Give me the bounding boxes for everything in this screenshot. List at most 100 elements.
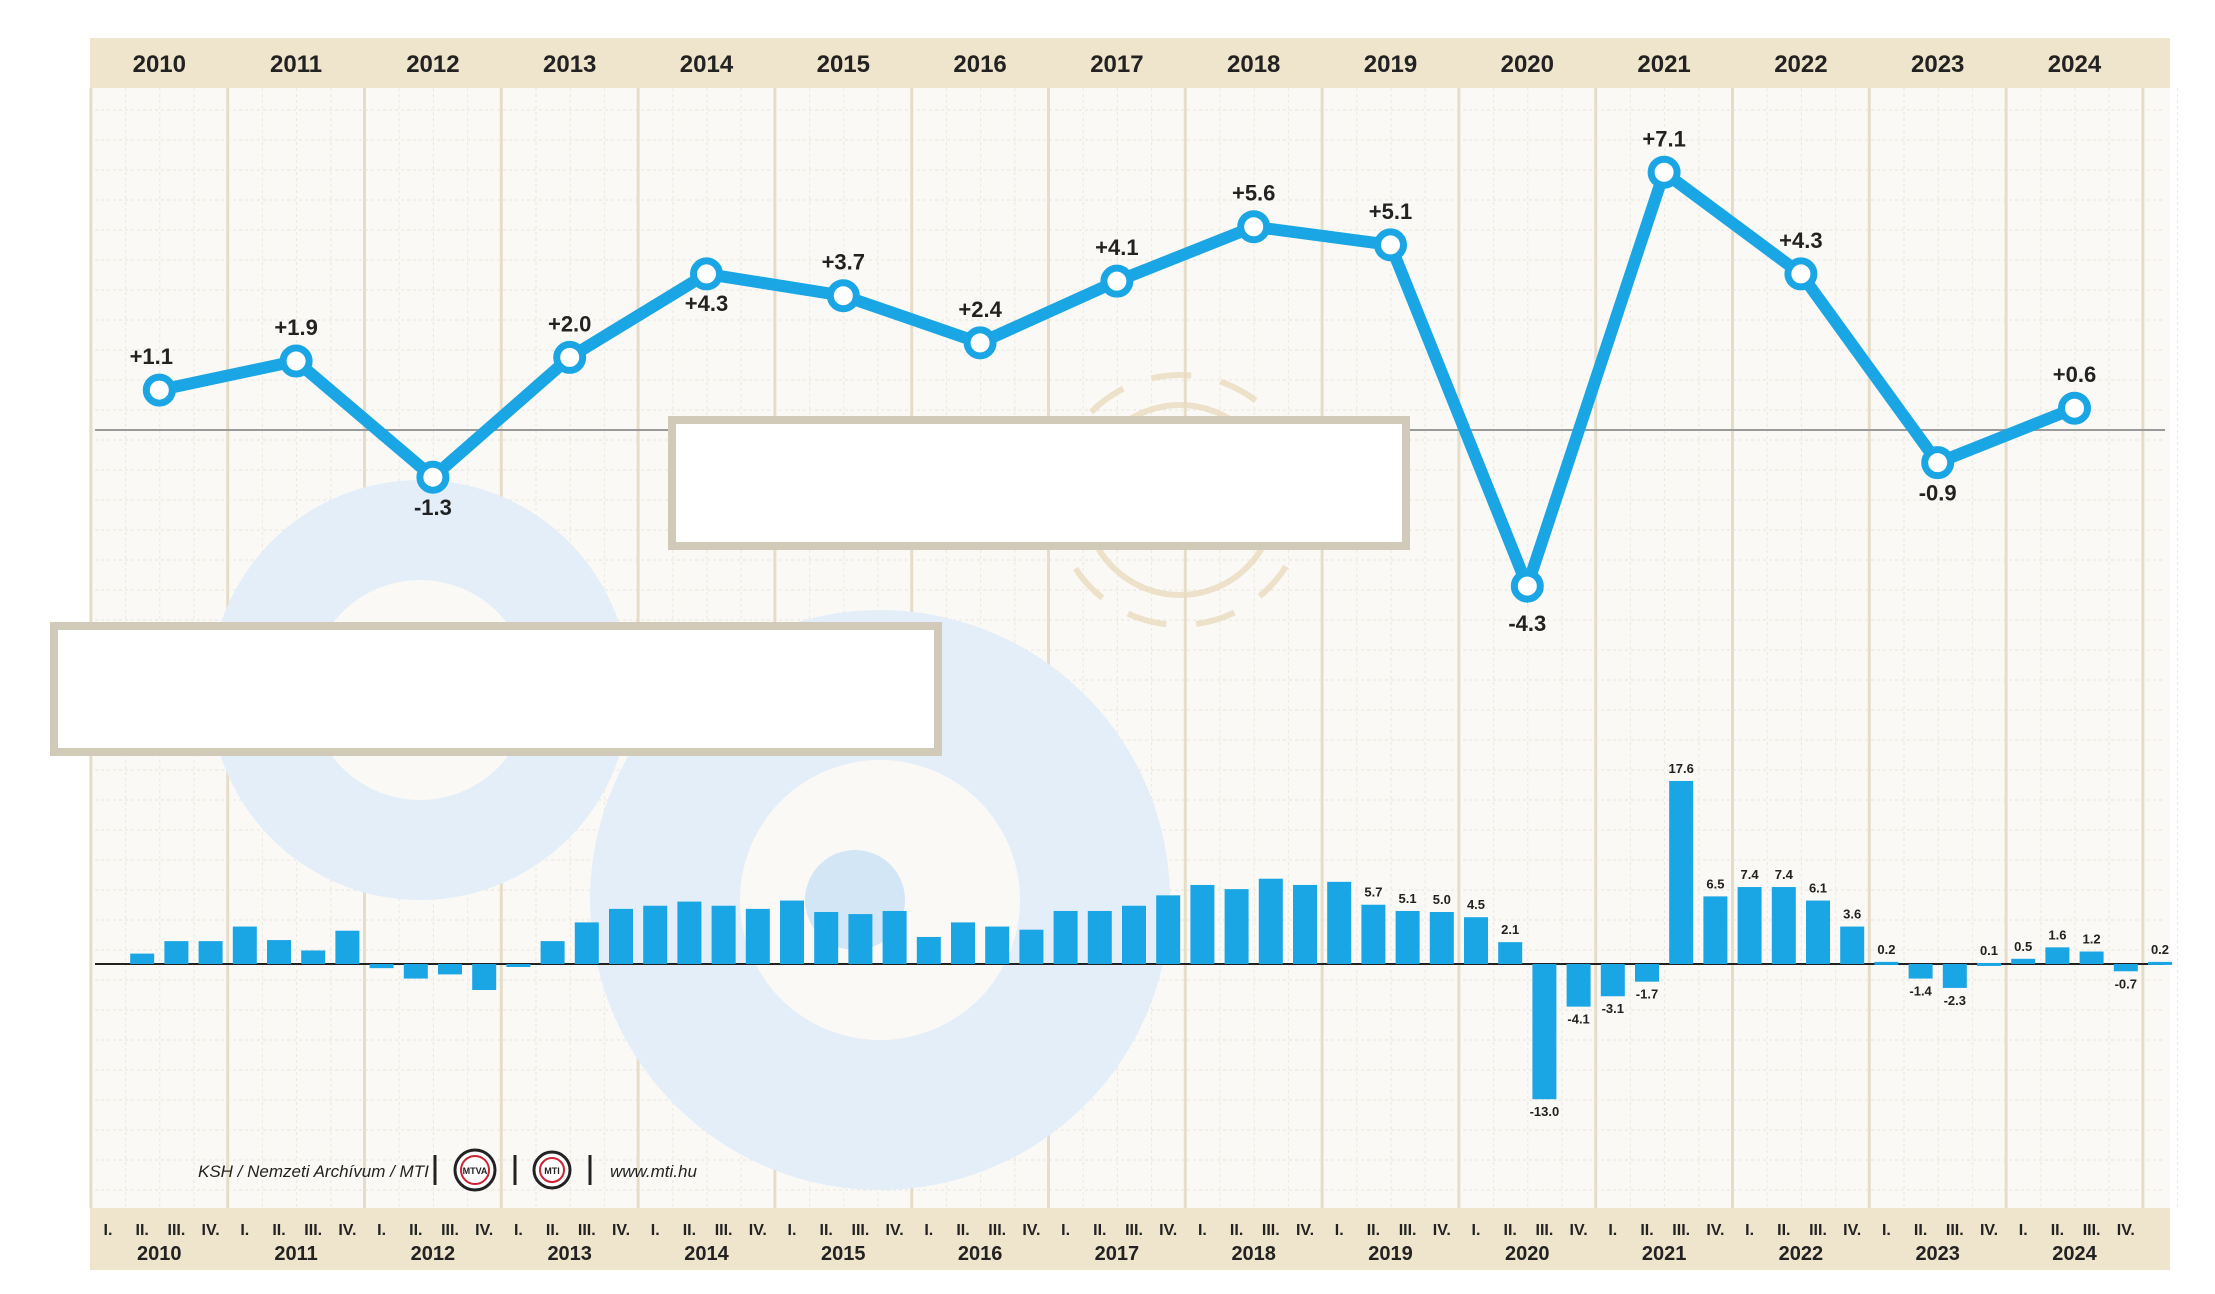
- bar-value-label: 0.2: [1877, 942, 1895, 957]
- quarter-tick-label: I.: [377, 1222, 386, 1239]
- bar: [1293, 884, 1317, 964]
- quarter-tick-label: IV.: [749, 1222, 767, 1239]
- quarter-tick-label: I.: [788, 1222, 797, 1239]
- bar: [2079, 951, 2104, 964]
- quarter-tick-label: II.: [1914, 1222, 1927, 1239]
- bar-value-label: 7.4: [1775, 867, 1794, 882]
- quarter-tick-label: I.: [514, 1222, 523, 1239]
- mti-logo: MTI: [532, 1150, 572, 1190]
- line-value-label: +5.6: [1232, 181, 1275, 206]
- line-value-label: +5.1: [1369, 199, 1412, 224]
- bar: [267, 940, 291, 964]
- quarter-tick-label: III.: [1672, 1222, 1690, 1239]
- line-point: [1647, 155, 1681, 189]
- quarter-tick-label: I.: [1472, 1222, 1481, 1239]
- quarter-tick-label: I.: [240, 1222, 249, 1239]
- line-point: [1100, 264, 1134, 298]
- quarter-tick-label: III.: [578, 1222, 596, 1239]
- source-footer: KSH / Nemzeti Archívum / MTI MTVA MTI ww…: [198, 1148, 697, 1192]
- bar: [438, 964, 462, 975]
- quarter-tick-label: IV.: [1706, 1222, 1724, 1239]
- bar: [916, 936, 941, 964]
- line-value-label: -4.3: [1508, 611, 1546, 636]
- quarter-tick-label: IV.: [1980, 1222, 1998, 1239]
- bar-value-label: -0.7: [2115, 976, 2137, 991]
- quarter-tick-label: I.: [1198, 1222, 1207, 1239]
- quarter-tick-label: IV.: [1843, 1222, 1861, 1239]
- line-point: [1237, 210, 1271, 244]
- bar: [1942, 964, 1967, 988]
- quarter-tick-label: III.: [168, 1222, 186, 1239]
- top-year-label: 2018: [1227, 51, 1280, 78]
- bar: [1908, 964, 1933, 979]
- line-value-label: +3.7: [822, 250, 865, 275]
- source-url: www.mti.hu: [610, 1162, 697, 1181]
- mtva-logo-text: MTVA: [463, 1166, 488, 1176]
- bar-series: 5.7 5.1 5.0 4.5 2.1 -13.0 -4.1 -3.1 -1.7 17.6 6.5 7…: [130, 761, 2172, 1119]
- line-value-label: +2.0: [548, 311, 591, 336]
- quarter-tick-label: II.: [2051, 1222, 2064, 1239]
- line-value-label: +4.3: [685, 291, 728, 316]
- bar: [1190, 884, 1215, 964]
- bar: [506, 964, 531, 967]
- bar-value-label: 3.6: [1843, 907, 1861, 922]
- bar-value-label: -4.1: [1567, 1012, 1589, 1027]
- mtva-logo: MTVA: [453, 1148, 497, 1192]
- bar: [301, 950, 326, 964]
- line-value-label: +2.4: [958, 297, 1002, 322]
- line-value-label: +1.9: [274, 315, 317, 340]
- line-value-label: +7.1: [1642, 126, 1685, 151]
- bar: [848, 914, 873, 964]
- top-year-labels: 2010 2011 2012 2013 2014 2015 2016 2017 2018 2019…: [133, 51, 2102, 78]
- top-year-label: 2016: [953, 51, 1006, 78]
- bar: [1429, 912, 1454, 964]
- bar: [1361, 904, 1386, 964]
- bar: [1498, 942, 1523, 964]
- year-tick-label: 2011: [274, 1243, 317, 1265]
- year-tick-label: 2020: [1505, 1243, 1550, 1265]
- year-tick-label: 2012: [411, 1243, 456, 1265]
- quarter-tick-label: I.: [924, 1222, 933, 1239]
- quarter-tick-label: III.: [441, 1222, 459, 1239]
- bar: [574, 922, 599, 964]
- bar: [2045, 947, 2070, 964]
- quarter-tick-label: II.: [1504, 1222, 1517, 1239]
- bar: [369, 964, 394, 969]
- quarter-tick-label: IV.: [338, 1222, 356, 1239]
- bar: [985, 926, 1010, 964]
- quarter-tick-label: III.: [1809, 1222, 1827, 1239]
- bar: [1122, 905, 1146, 964]
- top-year-label: 2012: [406, 51, 459, 78]
- quarter-tick-label: IV.: [1296, 1222, 1314, 1239]
- quarter-tick-label: I.: [1608, 1222, 1617, 1239]
- bar-value-label: 6.1: [1809, 881, 1827, 896]
- quarter-tick-label: II.: [1640, 1222, 1653, 1239]
- bar: [1703, 896, 1728, 964]
- bar-value-label: 7.4: [1741, 867, 1760, 882]
- bar: [1669, 780, 1694, 964]
- line-point: [279, 344, 313, 378]
- quarter-tick-label: I.: [104, 1222, 113, 1239]
- quarter-tick-label: I.: [1882, 1222, 1891, 1239]
- top-year-label: 2013: [543, 51, 596, 78]
- bar: [1258, 878, 1283, 964]
- year-tick-label: 2022: [1779, 1243, 1824, 1265]
- quarter-tick-label: III.: [304, 1222, 322, 1239]
- line-point: [826, 279, 860, 313]
- line-point: [1374, 228, 1407, 262]
- source-credit: KSH / Nemzeti Archívum / MTI: [198, 1162, 429, 1181]
- grid: [89, 88, 2179, 1208]
- quarter-tick-label: III.: [1125, 1222, 1143, 1239]
- bar-value-label: 6.5: [1706, 876, 1724, 891]
- top-year-label: 2019: [1364, 51, 1417, 78]
- bar-value-label: 17.6: [1669, 761, 1694, 776]
- year-tick-label: 2015: [821, 1243, 866, 1265]
- line-value-label: +1.1: [130, 344, 173, 369]
- year-tick-label: 2013: [547, 1243, 592, 1265]
- year-tick-label: 2021: [1642, 1243, 1687, 1265]
- bar: [1566, 964, 1591, 1007]
- bar: [232, 926, 257, 964]
- line-point: [2058, 391, 2091, 425]
- bar: [130, 953, 155, 964]
- year-tick-label: 2023: [1915, 1243, 1960, 1265]
